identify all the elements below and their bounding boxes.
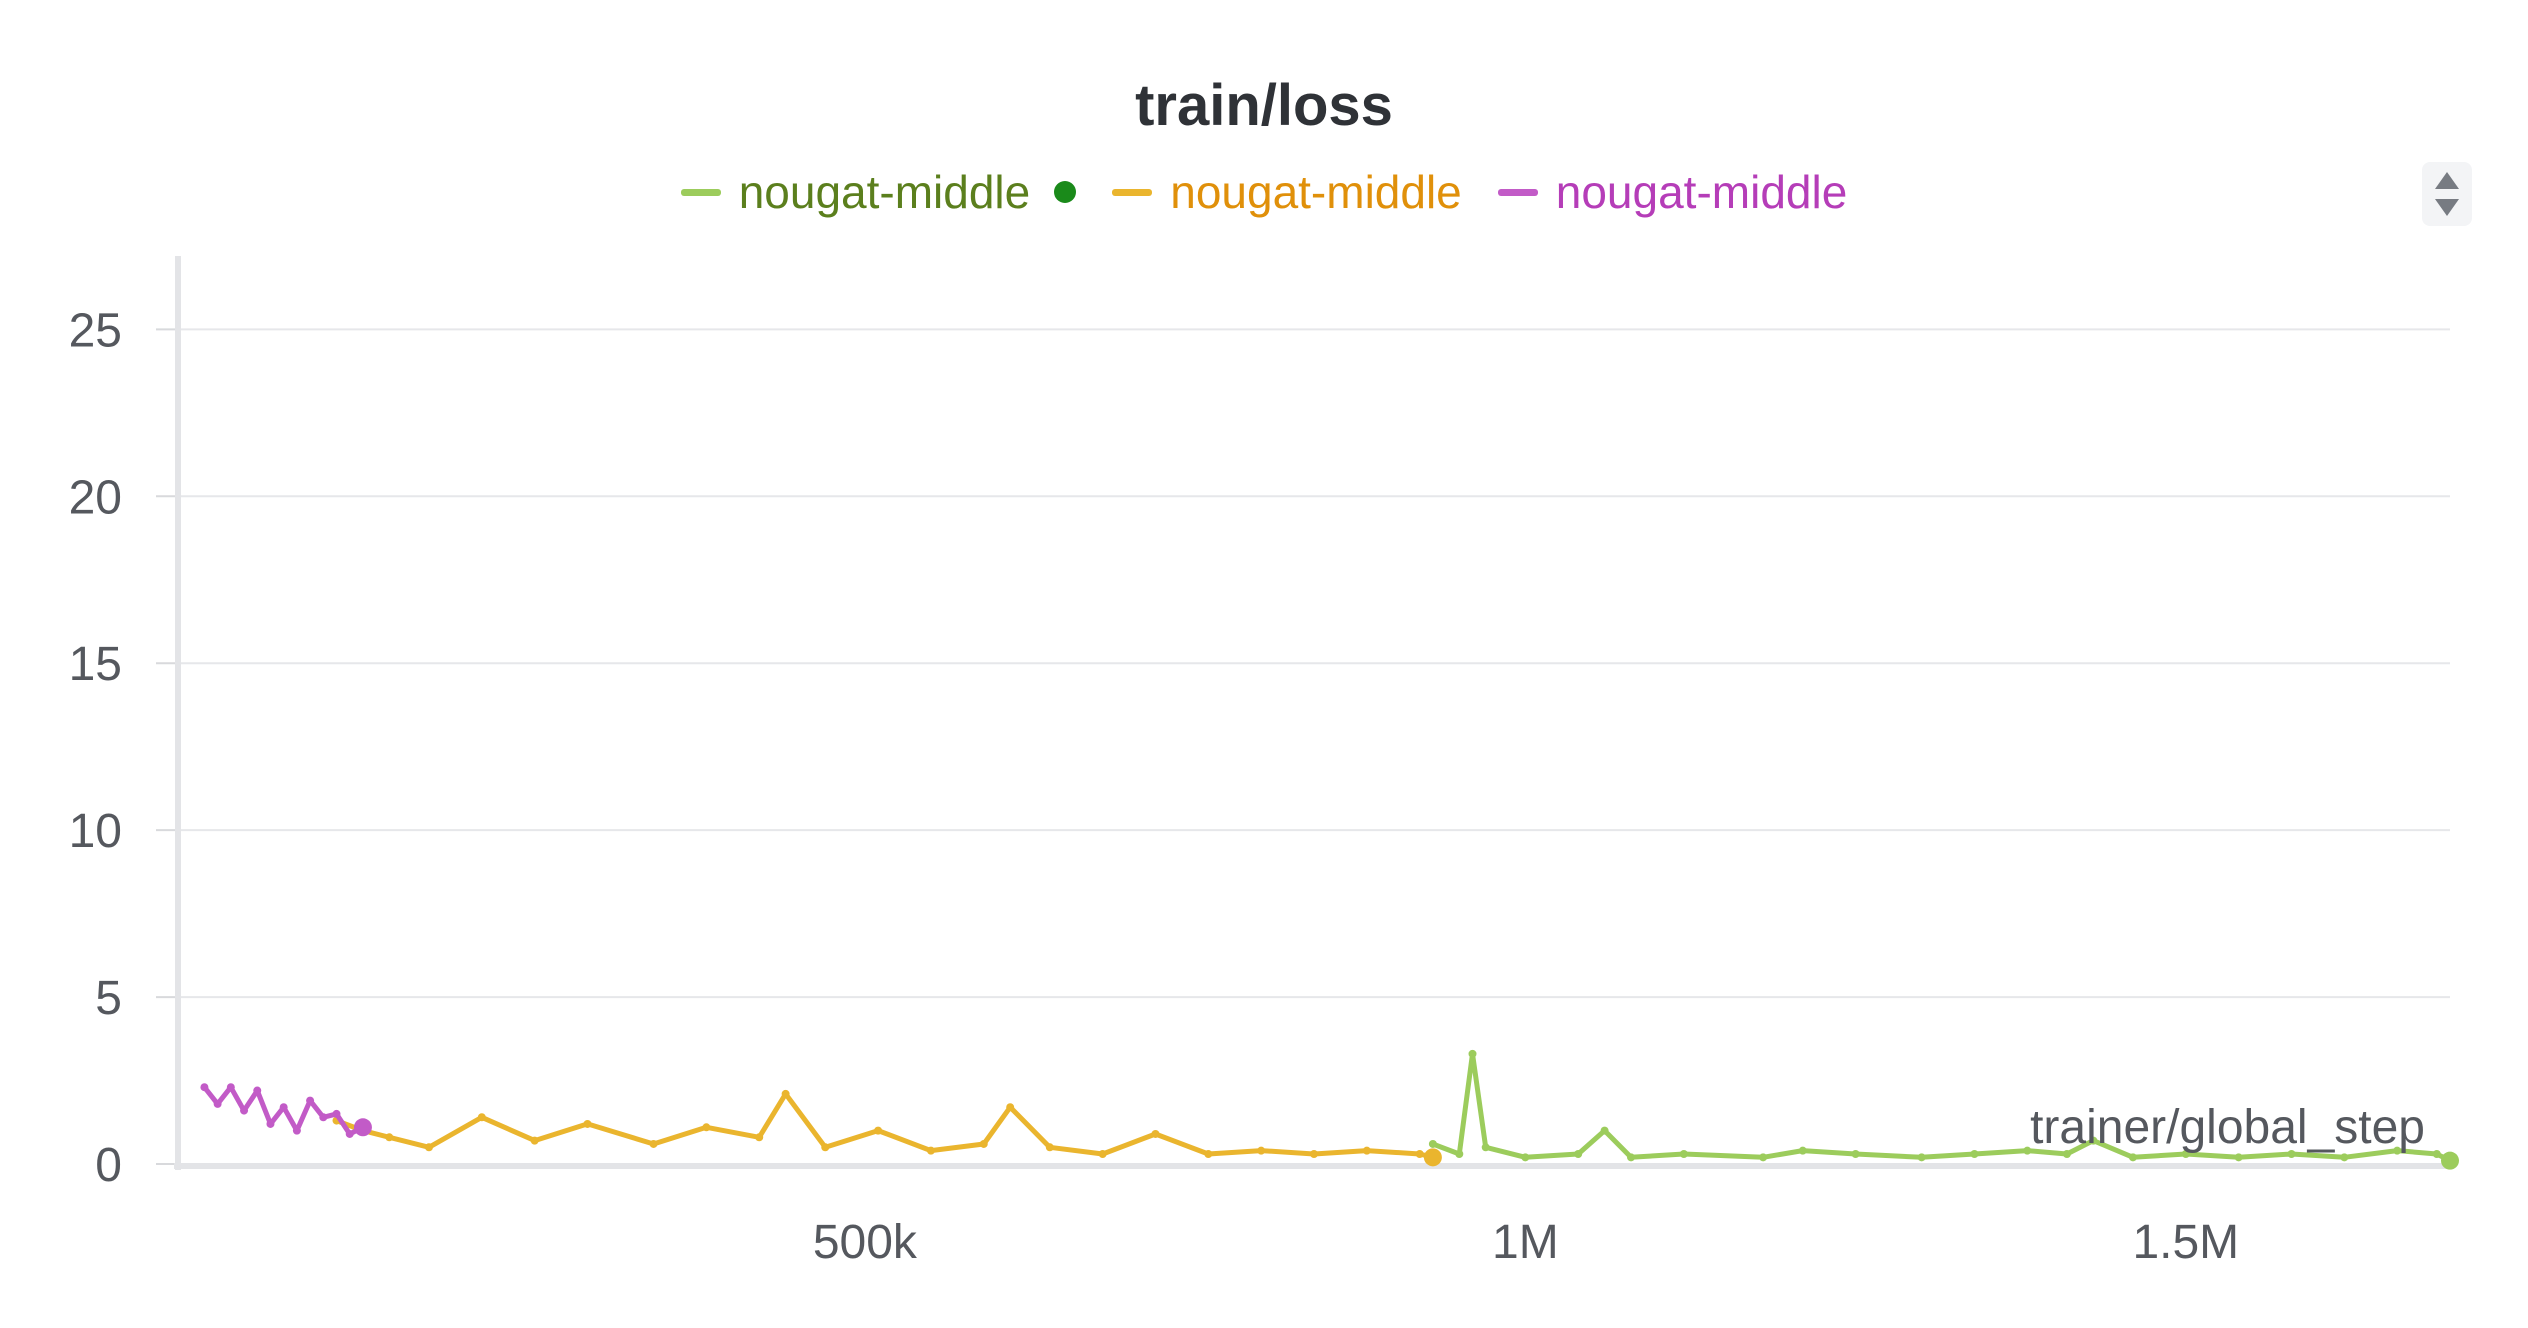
data-point [1006,1103,1015,1112]
data-point [1679,1149,1688,1158]
data-point [2432,1149,2441,1158]
series-end-marker-2 [1423,1148,1442,1167]
legend-label-series-3: nougat-middle [1555,166,1848,218]
data-point [1917,1153,1926,1162]
data-point [1428,1139,1437,1148]
series-line-2[interactable] [335,1091,1434,1160]
data-point [2287,1149,2296,1158]
data-point [926,1146,935,1155]
data-point [821,1143,830,1152]
data-point [279,1103,288,1112]
data-point [424,1143,433,1152]
data-point [1257,1146,1266,1155]
x-tick-label: 1.5M [2132,1216,2239,1269]
data-point [1798,1146,1807,1155]
run-status-dot-icon [1054,181,1077,203]
data-point [292,1126,301,1135]
legend-swatch-series-3 [1497,188,1538,196]
y-tick-label: 20 [69,471,122,524]
data-point [2234,1153,2243,1162]
data-point [1204,1149,1213,1158]
data-point [530,1136,539,1145]
data-point [1574,1149,1583,1158]
data-point [583,1119,592,1128]
series-end-marker-3 [353,1118,372,1137]
data-point [2023,1146,2032,1155]
chart-title: train/loss [1135,73,1393,138]
data-point [1362,1146,1371,1155]
data-point [1600,1126,1609,1135]
data-point [874,1126,883,1135]
data-point [1151,1129,1160,1138]
series-layer [200,1049,2459,1170]
data-point [2128,1153,2137,1162]
data-point [1521,1153,1530,1162]
y-tick-label: 5 [95,972,122,1025]
data-point [702,1123,711,1132]
grid-lines [178,328,2450,999]
data-point [306,1096,315,1105]
data-point [2089,1136,2098,1145]
legend: nougat-middle nougat-middle nougat-middl… [0,162,2528,222]
y-tick-label: 15 [69,638,122,691]
data-point [385,1133,394,1142]
data-point [1759,1153,1768,1162]
data-point [755,1133,764,1142]
data-point [979,1139,988,1148]
data-point [1468,1049,1477,1058]
data-point [1970,1149,1979,1158]
legend-label-series-1: nougat-middle [738,166,1031,218]
legend-swatch-series-1 [680,188,721,196]
x-tick-label: 500k [813,1216,918,1269]
data-point [226,1083,235,1092]
data-point [2062,1149,2071,1158]
legend-label-series-2: nougat-middle [1170,166,1462,218]
data-point [1455,1149,1464,1158]
data-point [2340,1153,2349,1162]
legend-item-series-1[interactable]: nougat-middle [680,165,1077,219]
data-point [1851,1149,1860,1158]
data-point [345,1129,354,1138]
data-point [2181,1149,2190,1158]
data-point [213,1099,222,1108]
data-point [253,1086,262,1095]
legend-item-series-3[interactable]: nougat-middle [1497,165,1848,219]
y-tick-label: 10 [69,805,122,858]
legend-swatch-series-2 [1112,188,1153,196]
series-end-marker-1 [2441,1151,2459,1170]
data-point [266,1119,275,1128]
data-point [477,1113,486,1122]
data-point [781,1089,790,1098]
data-point [1310,1149,1318,1158]
data-point [1627,1153,1636,1162]
x-tick-label: 1M [1492,1216,1559,1269]
axes: 0 5 10 15 20 25 500k 1M 1.5M [69,256,2450,1269]
legend-sort-icon[interactable] [2422,162,2472,226]
data-point [1481,1143,1490,1152]
data-point [1415,1149,1424,1158]
y-tick-label: 25 [69,304,122,357]
data-point [1045,1143,1054,1152]
legend-item-series-2[interactable]: nougat-middle [1112,165,1462,219]
data-point [319,1113,328,1122]
x-axis-label: trainer/global_step [2030,1101,2425,1154]
data-point [240,1106,249,1115]
y-tick-label: 0 [95,1139,122,1192]
data-point [649,1139,658,1148]
data-point [200,1083,209,1092]
data-point [1098,1149,1107,1158]
data-point [2393,1146,2402,1155]
data-point [332,1109,341,1118]
